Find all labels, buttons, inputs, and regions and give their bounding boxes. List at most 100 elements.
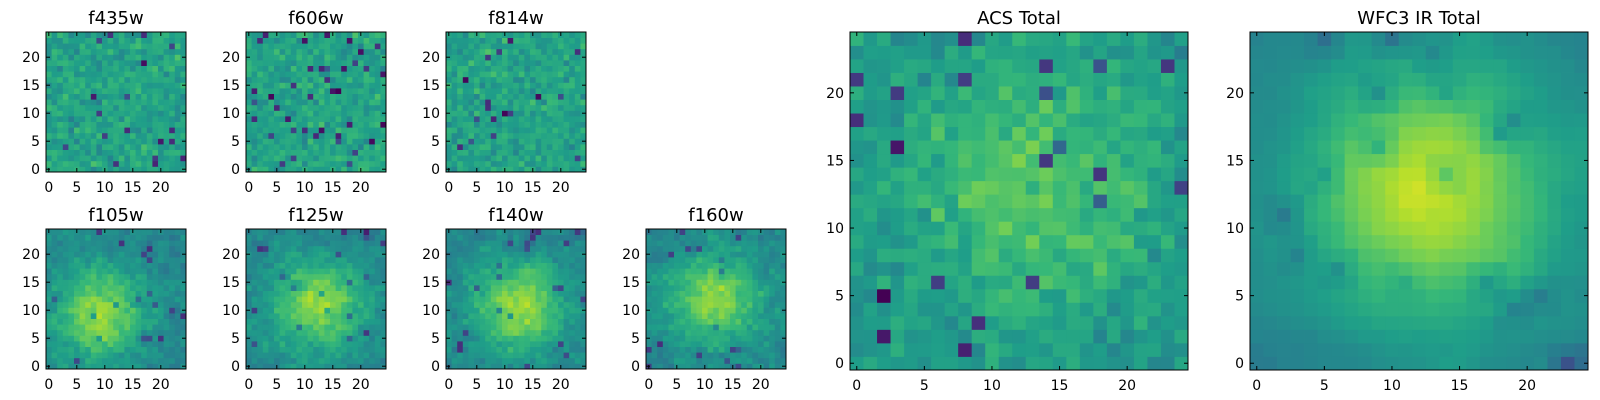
heatmap-cell bbox=[491, 240, 497, 246]
heatmap-cell bbox=[274, 88, 280, 94]
heatmap-cell bbox=[485, 358, 491, 364]
heatmap-cell bbox=[691, 257, 697, 263]
heatmap-cell bbox=[85, 296, 91, 302]
heatmap-cell bbox=[530, 279, 536, 285]
heatmap-cell bbox=[341, 161, 347, 167]
heatmap-cell bbox=[102, 235, 108, 241]
heatmap-cell bbox=[68, 358, 74, 364]
heatmap-cell bbox=[668, 319, 674, 325]
heatmap-cell bbox=[57, 133, 63, 139]
heatmap-cell bbox=[347, 99, 353, 105]
heatmap-cell bbox=[891, 316, 905, 330]
heatmap-cell bbox=[296, 352, 302, 358]
heatmap-cell bbox=[736, 263, 742, 269]
heatmap-cell bbox=[850, 262, 864, 276]
heatmap-cell bbox=[274, 38, 280, 44]
heatmap-cell bbox=[496, 335, 502, 341]
heatmap-cell bbox=[491, 347, 497, 353]
heatmap-cell bbox=[330, 99, 336, 105]
heatmap-cell bbox=[268, 99, 274, 105]
heatmap-cell bbox=[558, 263, 564, 269]
heatmap-cell bbox=[769, 341, 775, 347]
heatmap-cell bbox=[296, 32, 302, 38]
heatmap-cell bbox=[319, 274, 325, 280]
heatmap-cell bbox=[985, 208, 999, 222]
heatmap-cell bbox=[169, 116, 175, 122]
heatmap-cell bbox=[124, 66, 130, 72]
heatmap-cell bbox=[324, 257, 330, 263]
heatmap-cell bbox=[663, 274, 669, 280]
heatmap-cell bbox=[347, 105, 353, 111]
heatmap-cell bbox=[569, 155, 575, 161]
heatmap-cell bbox=[280, 302, 286, 308]
heatmap-cell bbox=[364, 319, 370, 325]
heatmap-cell bbox=[152, 71, 158, 77]
heatmap-cell bbox=[52, 240, 58, 246]
heatmap-cell bbox=[330, 94, 336, 100]
heatmap-cell bbox=[463, 302, 469, 308]
heatmap-cell bbox=[85, 77, 91, 83]
heatmap-cell bbox=[496, 127, 502, 133]
heatmap-cell bbox=[102, 274, 108, 280]
heatmap-cell bbox=[347, 66, 353, 72]
heatmap-cell bbox=[324, 77, 330, 83]
heatmap-cell bbox=[575, 116, 581, 122]
heatmap-cell bbox=[696, 347, 702, 353]
heatmap-cell bbox=[457, 302, 463, 308]
heatmap-cell bbox=[485, 335, 491, 341]
heatmap-cell bbox=[274, 352, 280, 358]
heatmap-cell bbox=[68, 32, 74, 38]
heatmap-cell bbox=[296, 319, 302, 325]
heatmap-cell bbox=[972, 194, 986, 208]
heatmap-cell bbox=[457, 60, 463, 66]
heatmap-cell bbox=[741, 341, 747, 347]
heatmap-cell bbox=[347, 296, 353, 302]
heatmap-cell bbox=[702, 330, 708, 336]
heatmap-cell bbox=[313, 285, 319, 291]
heatmap-cell bbox=[1147, 208, 1161, 222]
heatmap-cell bbox=[536, 38, 542, 44]
heatmap-cell bbox=[313, 127, 319, 133]
heatmap-cell bbox=[541, 251, 547, 257]
heatmap-cell bbox=[268, 229, 274, 235]
heatmap-cell bbox=[96, 358, 102, 364]
heatmap-cell bbox=[358, 66, 364, 72]
heatmap-cell bbox=[274, 296, 280, 302]
heatmap-cell bbox=[480, 324, 486, 330]
heatmap-cell bbox=[558, 38, 564, 44]
heatmap-cell bbox=[468, 122, 474, 128]
heatmap-cell bbox=[52, 66, 58, 72]
heatmap-cell bbox=[341, 291, 347, 297]
heatmap-cell bbox=[736, 291, 742, 297]
x-tick-label: 0 bbox=[44, 377, 53, 393]
x-tick-label: 10 bbox=[296, 180, 314, 196]
heatmap-cell bbox=[313, 60, 319, 66]
heatmap-cell bbox=[308, 32, 314, 38]
heatmap-cell bbox=[291, 319, 297, 325]
x-tick-label: 15 bbox=[324, 377, 342, 393]
heatmap-cell bbox=[496, 138, 502, 144]
heatmap-cell bbox=[319, 71, 325, 77]
heatmap-cell bbox=[80, 330, 86, 336]
heatmap-cell bbox=[547, 161, 553, 167]
heatmap-cell bbox=[158, 60, 164, 66]
heatmap-cell bbox=[96, 257, 102, 263]
heatmap-cell bbox=[663, 296, 669, 302]
heatmap-cell bbox=[375, 251, 381, 257]
heatmap-cell bbox=[485, 257, 491, 263]
heatmap-cell bbox=[541, 110, 547, 116]
heatmap-cell bbox=[1012, 167, 1026, 181]
heatmap-cell bbox=[152, 285, 158, 291]
heatmap-cell bbox=[524, 38, 530, 44]
heatmap-cell bbox=[347, 330, 353, 336]
heatmap-cell bbox=[263, 66, 269, 72]
heatmap-cell bbox=[313, 335, 319, 341]
heatmap-cell bbox=[364, 291, 370, 297]
heatmap-cell bbox=[513, 347, 519, 353]
heatmap-cell bbox=[485, 347, 491, 353]
heatmap-cell bbox=[958, 194, 972, 208]
heatmap-cell bbox=[175, 122, 181, 128]
heatmap-cell bbox=[463, 49, 469, 55]
heatmap-cell bbox=[558, 110, 564, 116]
heatmap-cell bbox=[85, 268, 91, 274]
